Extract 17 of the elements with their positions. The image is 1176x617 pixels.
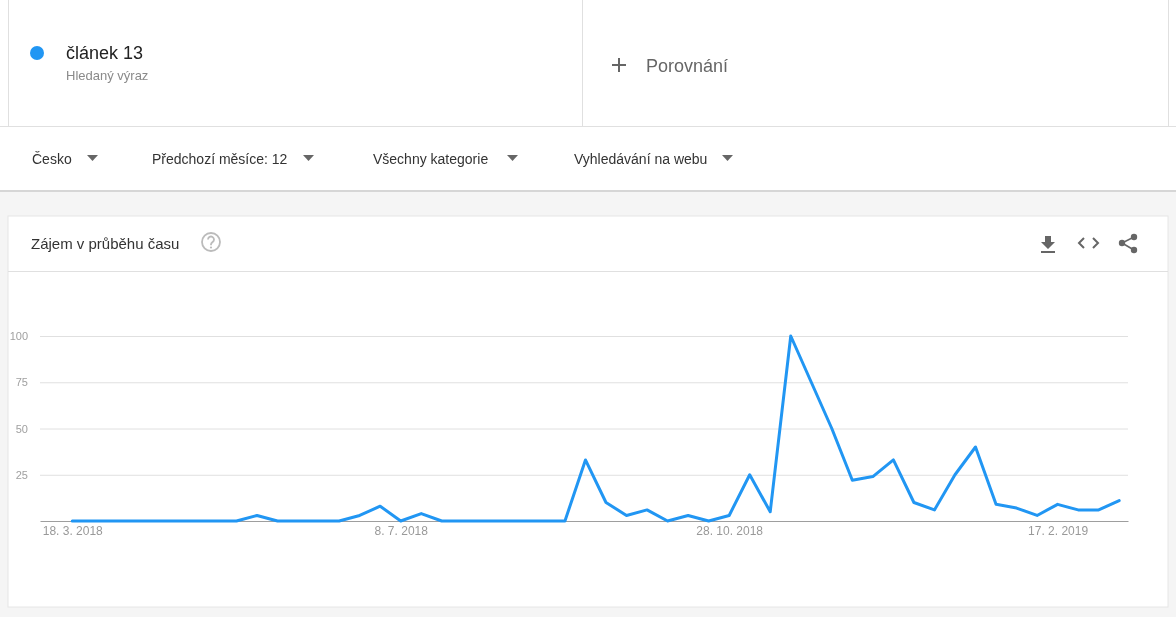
line-series	[70, 334, 1121, 523]
text: Česko	[32, 151, 72, 167]
x-tick-label: 18. 3. 2018	[42, 523, 104, 538]
legend-label: článek 13	[66, 43, 144, 63]
x-tick-label: 8. 7. 2018	[374, 523, 429, 538]
text: Vyhledávání na webu	[574, 151, 708, 167]
x-tick-label: 17. 2. 2019	[1028, 523, 1089, 538]
y-tick-label: 25	[15, 468, 28, 481]
y-tick-label: 50	[15, 422, 28, 435]
y-tick-label: 75	[15, 376, 28, 389]
x-tick-label: 28. 10. 2018	[696, 523, 764, 538]
text: Porovnání	[646, 56, 729, 76]
chart-title: Zájem v průběhu času	[31, 235, 180, 252]
text: Všechny kategorie	[373, 151, 489, 167]
y-tick-label: 100	[9, 330, 28, 343]
text: Hledaný výraz	[66, 68, 149, 83]
text: Předchozí měsíce: 12	[152, 151, 288, 167]
